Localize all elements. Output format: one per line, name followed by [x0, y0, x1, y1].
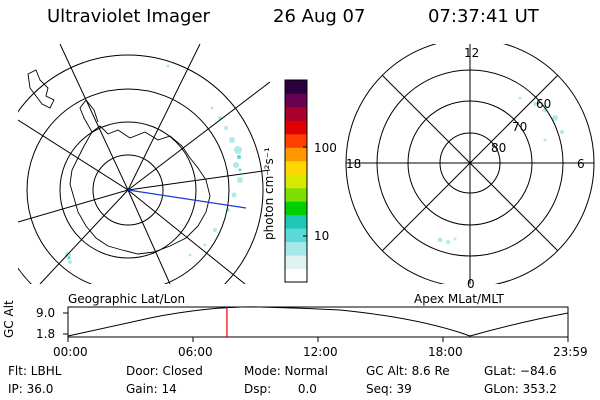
info-glon: GLon: 353.2 [484, 382, 557, 396]
apex-panel-label: Apex MLat/MLT [414, 292, 504, 306]
info-gc-alt: GC Alt: 8.6 Re [366, 364, 450, 378]
app-title: Ultraviolet Imager [47, 6, 210, 27]
timeline-xtick-2359: 23:59 [553, 345, 588, 359]
timeline-xtick-0000: 00:00 [53, 345, 88, 359]
colorbar-stop [285, 201, 307, 216]
colorbar-stop [285, 241, 307, 256]
timeline-xtick-0600: 06:00 [178, 345, 213, 359]
timeline-axis-label: GC Alt [2, 300, 16, 338]
info-mode: Mode: Normal [244, 364, 328, 378]
colorbar [284, 79, 308, 283]
header-date: 26 Aug 07 [273, 6, 366, 27]
colorbar-tick-10: 10 [314, 229, 330, 243]
aurora-emission-apex [437, 96, 564, 244]
mlt-lines [346, 44, 594, 284]
info-glat: GLat: −84.6 [484, 364, 557, 378]
colorbar-stop [285, 214, 307, 229]
colorbar-stop [285, 106, 307, 121]
info-seq: Seq: 39 [366, 382, 412, 396]
apex-map-panel [325, 44, 595, 284]
colorbar-stop [285, 147, 307, 162]
colorbar-stop [285, 255, 307, 270]
colorbar-stop [285, 133, 307, 148]
colorbar-stop [285, 268, 307, 283]
colorbar-stop [285, 187, 307, 202]
colorbar-stop [285, 80, 307, 94]
info-dsp: Dsp: 0.0 [244, 382, 317, 396]
colorbar-stop [285, 93, 307, 108]
header-time: 07:37:41 UT [428, 6, 539, 27]
mlat-label-60: 60 [536, 97, 552, 111]
altitude-timeline [63, 306, 569, 342]
mlt-label-18: 18 [346, 157, 362, 171]
satellite-track [127, 189, 247, 209]
colorbar-stop [285, 228, 307, 243]
geographic-map-panel [18, 44, 270, 284]
latitude-circles [18, 54, 264, 284]
geographic-panel-label: Geographic Lat/Lon [68, 292, 186, 306]
colorbar-stop [285, 174, 307, 189]
info-ip: IP: 36.0 [8, 382, 54, 396]
colorbar-unit-label: photon cm⁻²s⁻¹ [262, 147, 276, 240]
mlt-label-12: 12 [464, 46, 480, 60]
timeline-xtick-1800: 18:00 [428, 345, 463, 359]
antarctica-coastline [69, 125, 211, 255]
mlt-label-0: 0 [467, 277, 475, 291]
timeline-ytick-9: 9.0 [36, 306, 56, 320]
info-filter: Flt: LBHL [8, 364, 62, 378]
mlat-label-70: 70 [512, 120, 528, 134]
info-gain: Gain: 14 [126, 382, 177, 396]
colorbar-stop [285, 160, 307, 175]
colorbar-tick-100: 100 [314, 141, 337, 155]
timeline-xtick-1200: 12:00 [303, 345, 338, 359]
colorbar-stop [285, 120, 307, 135]
info-door: Door: Closed [126, 364, 203, 378]
timeline-ytick-1-8: 1.8 [36, 327, 56, 341]
mlat-label-80: 80 [491, 141, 507, 155]
mlt-label-6: 6 [577, 157, 585, 171]
